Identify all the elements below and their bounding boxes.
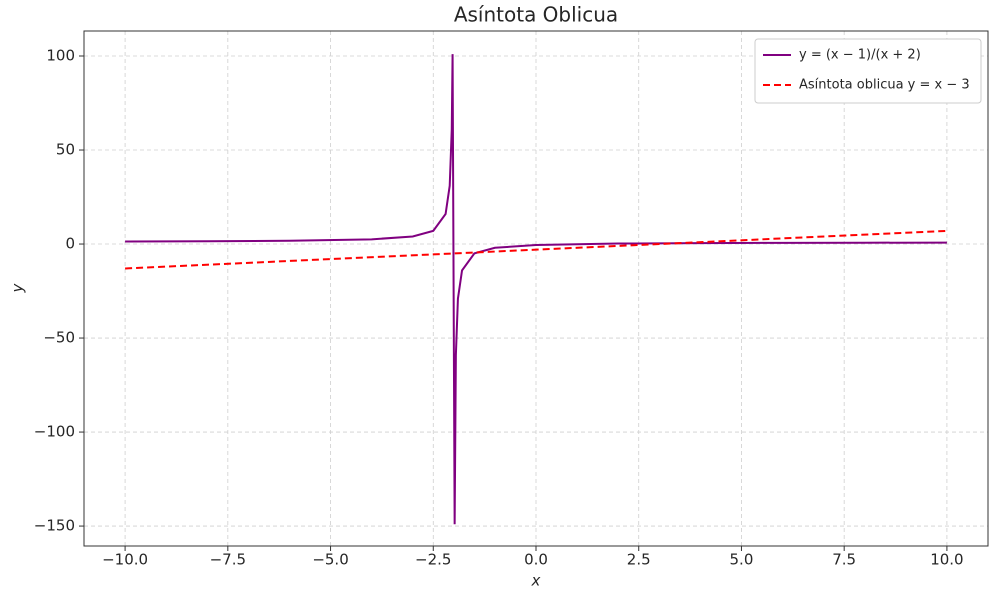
y-tick-label: 100 bbox=[46, 47, 75, 65]
x-tick-label: 0.0 bbox=[524, 551, 548, 569]
y-tick-label: −100 bbox=[34, 423, 75, 441]
legend-label: Asíntota oblicua y = x − 3 bbox=[799, 78, 970, 93]
y-tick-label: −50 bbox=[43, 329, 75, 347]
x-tick-label: −5.0 bbox=[312, 551, 348, 569]
x-tick-label: −10.0 bbox=[102, 551, 148, 569]
y-tick-label: 50 bbox=[56, 141, 75, 159]
y-axis-label: y bbox=[9, 282, 27, 293]
legend-box bbox=[754, 38, 982, 104]
plot-frame bbox=[83, 30, 989, 547]
x-tick-label: 10.0 bbox=[930, 551, 963, 569]
legend-label: y = (x − 1)/(x + 2) bbox=[799, 48, 921, 63]
x-tick-label: 2.5 bbox=[627, 551, 651, 569]
y-tick-label: −150 bbox=[34, 517, 75, 535]
x-axis-label: x bbox=[531, 572, 541, 590]
x-tick-label: −7.5 bbox=[210, 551, 246, 569]
y-tick-label: 0 bbox=[65, 235, 75, 253]
x-tick-label: 7.5 bbox=[832, 551, 856, 569]
line-series bbox=[125, 229, 947, 270]
x-tick-label: 5.0 bbox=[730, 551, 754, 569]
x-tick-label: −2.5 bbox=[415, 551, 451, 569]
chart-title: Asíntota Oblicua bbox=[454, 3, 618, 27]
